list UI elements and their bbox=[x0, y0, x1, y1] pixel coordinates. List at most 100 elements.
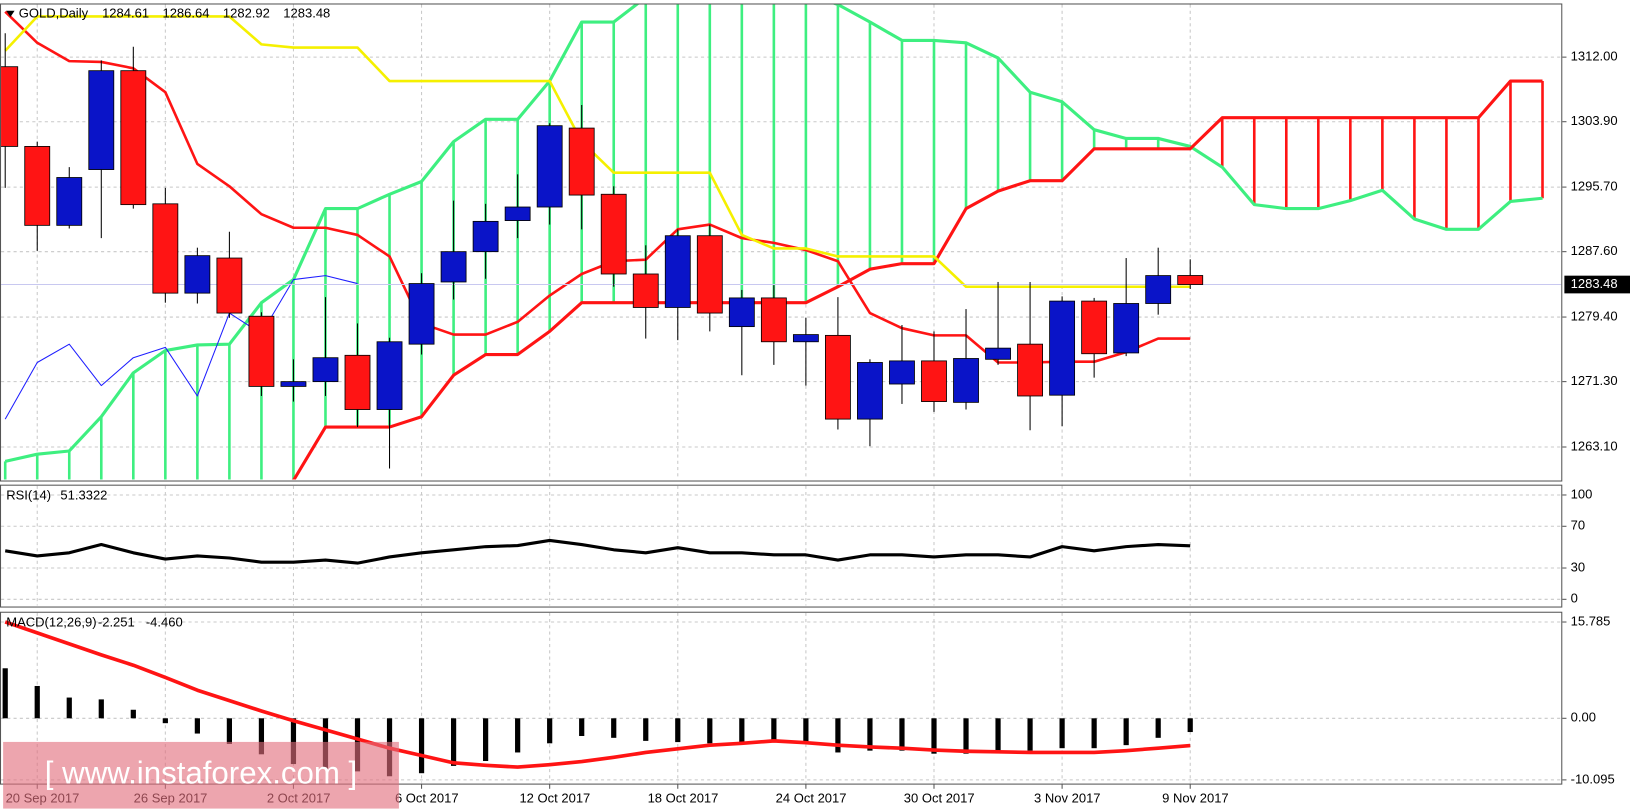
x-tick-label: 24 Oct 2017 bbox=[776, 791, 847, 806]
y-tick-label: 70 bbox=[1571, 518, 1585, 533]
candle-body bbox=[728, 297, 755, 328]
y-tick-label: 1279.40 bbox=[1571, 308, 1618, 323]
candle-body bbox=[184, 255, 211, 294]
indicator-title: RSI(14) bbox=[6, 488, 51, 503]
macd-bar bbox=[258, 718, 265, 755]
candle-body bbox=[632, 273, 659, 308]
candle-body bbox=[472, 220, 499, 253]
x-tick-label: 9 Nov 2017 bbox=[1162, 791, 1229, 806]
indicator-readout: -4.460 bbox=[146, 615, 183, 630]
y-tick-label: -10.095 bbox=[1571, 771, 1615, 786]
macd-bar bbox=[771, 718, 777, 743]
macd-bar bbox=[707, 718, 713, 744]
watermark-box bbox=[3, 741, 399, 809]
x-tick-label: 6 Oct 2017 bbox=[395, 791, 459, 806]
macd-bar bbox=[418, 718, 425, 774]
x-tick-label: 18 Oct 2017 bbox=[648, 791, 719, 806]
candle-body bbox=[760, 297, 787, 343]
macd-bar bbox=[1123, 718, 1129, 746]
indicator-readout: 51.3322 bbox=[60, 488, 107, 503]
macd-bar bbox=[1027, 718, 1033, 751]
candle-body bbox=[504, 206, 531, 221]
macd-bar bbox=[194, 718, 200, 734]
macd-bar bbox=[643, 718, 649, 741]
macd-bar bbox=[515, 718, 521, 753]
macd-bar bbox=[931, 718, 937, 754]
macd-bar bbox=[867, 718, 873, 751]
rsi-line bbox=[4, 538, 1191, 565]
price-frame bbox=[0, 3, 1563, 482]
panel bbox=[1, 612, 1562, 783]
candle-body bbox=[600, 193, 627, 275]
candle-body bbox=[857, 362, 883, 420]
candle-body bbox=[216, 257, 243, 314]
candle-body bbox=[152, 203, 179, 294]
macd-bar bbox=[98, 699, 104, 719]
macd-bar bbox=[675, 718, 681, 743]
y-tick-label: 1263.10 bbox=[1571, 438, 1618, 453]
y-tick-label: 1303.90 bbox=[1571, 113, 1618, 128]
candle-body bbox=[568, 127, 595, 196]
macd-bar bbox=[1155, 718, 1161, 738]
candle-body bbox=[120, 70, 147, 206]
macd-bar bbox=[226, 718, 233, 744]
y-tick-label: 1287.60 bbox=[1571, 243, 1618, 258]
x-tick-label: 3 Nov 2017 bbox=[1034, 791, 1101, 806]
candle-body bbox=[1081, 300, 1108, 355]
x-tick-label: 30 Oct 2017 bbox=[904, 791, 975, 806]
indicator-title: MACD(12,26,9) bbox=[6, 615, 96, 630]
macd-bar bbox=[963, 718, 969, 754]
candle-body bbox=[1017, 343, 1043, 397]
candle-body bbox=[792, 334, 819, 343]
ohlc-readout: 1282.92 bbox=[223, 5, 270, 20]
symbol-marker bbox=[6, 10, 15, 18]
macd-bar bbox=[483, 718, 489, 762]
last-price-box bbox=[1564, 275, 1630, 294]
macd-bar bbox=[803, 718, 809, 744]
y-tick-label: 1312.00 bbox=[1571, 49, 1618, 64]
macd-bar bbox=[899, 718, 905, 751]
candle-body bbox=[1049, 300, 1076, 396]
indicator-line bbox=[4, 275, 358, 420]
candle-body bbox=[248, 315, 275, 387]
candle-body bbox=[1177, 275, 1204, 285]
candle-body bbox=[24, 146, 51, 226]
macd-bar bbox=[579, 718, 585, 736]
y-tick-label: 15.785 bbox=[1571, 613, 1611, 628]
macd-bar bbox=[995, 718, 1001, 751]
macd-bar bbox=[290, 718, 297, 765]
candle-body bbox=[408, 283, 435, 345]
candle-body bbox=[88, 70, 115, 170]
macd-bar bbox=[1091, 718, 1097, 749]
macd-bar bbox=[1059, 718, 1065, 749]
y-tick-label: 1295.70 bbox=[1571, 179, 1618, 194]
macd-bar bbox=[547, 718, 553, 744]
candle-body bbox=[344, 354, 371, 410]
x-tick-label: 12 Oct 2017 bbox=[519, 791, 590, 806]
macd-bar bbox=[2, 668, 8, 719]
y-tick-label: 100 bbox=[1571, 486, 1593, 501]
macd-bar bbox=[835, 718, 841, 753]
indicator-line bbox=[4, 15, 1191, 289]
candle-body bbox=[376, 341, 403, 410]
y-tick-label: 1271.30 bbox=[1571, 373, 1618, 388]
macd-bar bbox=[739, 718, 745, 743]
y-tick-label: 30 bbox=[1571, 559, 1585, 574]
candle-body bbox=[1145, 275, 1172, 304]
indicator-readout: -2.251 bbox=[98, 615, 135, 630]
candle-body bbox=[536, 125, 563, 208]
candle-body bbox=[696, 235, 723, 314]
macd-bar bbox=[1187, 718, 1193, 733]
macd-bar bbox=[34, 685, 40, 719]
plot-layer bbox=[1, 4, 1562, 783]
candle-body bbox=[664, 235, 691, 308]
candle-body bbox=[953, 358, 979, 403]
panel bbox=[1, 4, 1562, 480]
macd-frame bbox=[0, 611, 1563, 785]
candle-body bbox=[824, 334, 851, 420]
candle-body bbox=[440, 251, 467, 283]
signal-line bbox=[4, 620, 1191, 769]
macd-bar bbox=[450, 718, 457, 766]
macd-bar bbox=[66, 697, 72, 719]
